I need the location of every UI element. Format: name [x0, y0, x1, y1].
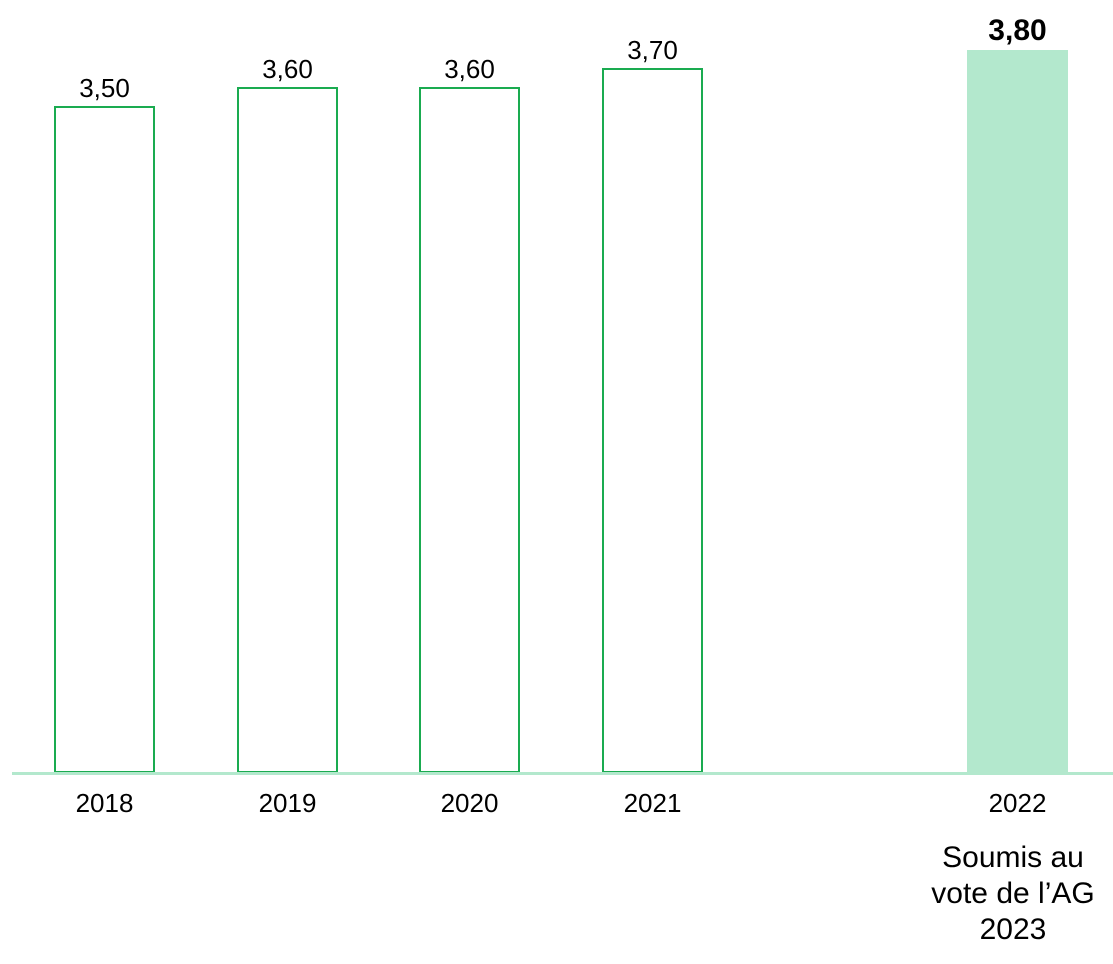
x-tick-label-2019: 2019: [259, 788, 317, 818]
bar-2019: [237, 87, 338, 773]
bar-2021: [602, 68, 703, 773]
bar-2022: [967, 50, 1068, 772]
bar-2020: [419, 87, 520, 773]
x-tick-label-2018: 2018: [76, 788, 134, 818]
x-tick-label-2020: 2020: [441, 788, 499, 818]
value-label-2021: 3,70: [627, 35, 678, 65]
bars-group: [54, 50, 1068, 773]
value-labels-group: 3,50 3,60 3,60 3,70 3,80: [79, 14, 1047, 103]
value-label-2022: 3,80: [988, 14, 1046, 47]
annotation-line-2: vote de l’AG: [931, 877, 1095, 910]
x-tick-label-2022: 2022: [989, 788, 1047, 818]
value-label-2020: 3,60: [444, 54, 495, 84]
x-tick-labels-group: 2018 2019 2020 2021 2022: [76, 788, 1047, 818]
bar-2018: [54, 106, 155, 773]
annotation-note: Soumis au vote de l’AG 2023: [913, 840, 1113, 948]
x-tick-label-2021: 2021: [624, 788, 682, 818]
value-label-2018: 3,50: [79, 73, 130, 103]
value-label-2019: 3,60: [262, 54, 313, 84]
annotation-line-1: Soumis au: [942, 841, 1084, 874]
annotation-line-3: 2023: [979, 913, 1047, 946]
